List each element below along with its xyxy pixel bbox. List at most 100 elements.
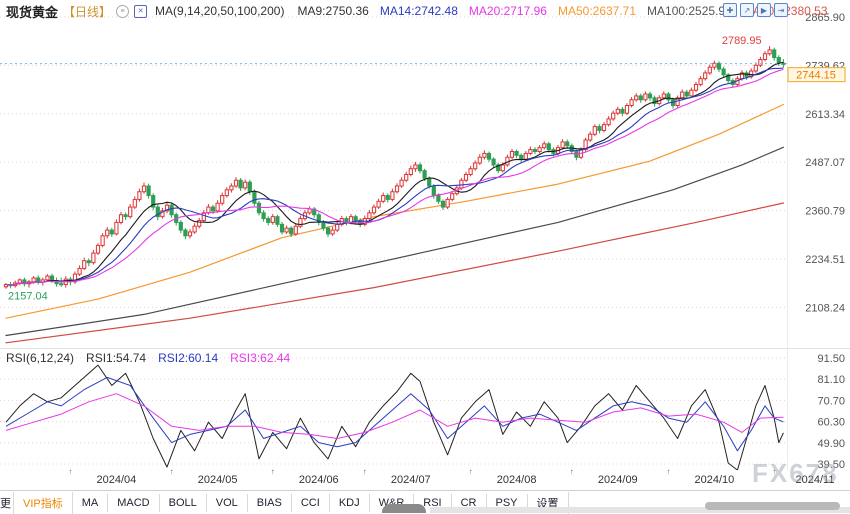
candle-body xyxy=(289,227,294,235)
candle-body xyxy=(583,139,588,151)
price-axis-label: 2613.34 xyxy=(805,109,845,121)
month-tick: ↑ xyxy=(569,467,574,476)
horizontal-scrollbar-track[interactable] xyxy=(430,507,850,513)
rsi-axis-label: 70.70 xyxy=(817,395,845,407)
rsi1-line xyxy=(5,364,784,470)
candle-body xyxy=(367,212,372,220)
pan-icon[interactable]: ✚ xyxy=(723,3,737,17)
rsi2-line xyxy=(5,376,784,452)
candle-body xyxy=(758,59,763,66)
rsi-title: RSI(6,12,24) xyxy=(6,351,75,365)
toolbar-item-boll[interactable]: BOLL xyxy=(160,493,207,512)
price-axis-label: 2234.51 xyxy=(805,254,845,266)
candle-body xyxy=(284,227,289,233)
candle-body xyxy=(624,105,630,114)
candle-body xyxy=(546,143,551,151)
rsi-values: RSI1:54.74 RSI2:60.14 RSI3:62.44 xyxy=(86,351,290,365)
toolbar-item-vip[interactable]: VIP指标 xyxy=(14,491,73,514)
candle-body xyxy=(321,221,326,229)
candle-body xyxy=(417,164,423,172)
toolbar-item-cci[interactable]: CCI xyxy=(292,493,330,512)
candle-body xyxy=(252,191,257,204)
candle-body xyxy=(206,206,211,214)
candle-body xyxy=(192,225,197,233)
candle-body xyxy=(118,214,124,223)
toolbar-item-[interactable]: 设置 xyxy=(528,491,569,514)
x-axis-label: 2024/05 xyxy=(197,474,238,486)
toolbar-item-macd[interactable]: MACD xyxy=(108,493,160,512)
toolbar-item-ma[interactable]: MA xyxy=(73,493,109,512)
candle-body xyxy=(514,150,519,156)
candle-body xyxy=(72,273,78,283)
candle-body xyxy=(652,97,657,105)
candle-body xyxy=(155,206,160,218)
toolbar-item-[interactable]: 更 xyxy=(0,491,14,514)
timeframe-selector[interactable]: 【日线】 xyxy=(63,4,112,19)
candle-body xyxy=(473,162,478,170)
candle-body xyxy=(132,198,137,208)
candle-body xyxy=(335,223,340,231)
month-tick: ↑ xyxy=(772,467,777,476)
candle-body xyxy=(381,195,386,202)
toolbar-item-psy[interactable]: PSY xyxy=(487,493,528,512)
month-tick: ↑ xyxy=(468,467,473,476)
trend-icon[interactable]: ↗ xyxy=(740,3,754,17)
candle-body xyxy=(45,275,50,281)
rsi-indicator-chart[interactable]: 91.50 81.10 70.70 60.30 49.90 39.50 xyxy=(0,350,850,470)
period-high-label: 2789.95 xyxy=(722,35,762,47)
x-axis-label: 2024/07 xyxy=(390,474,431,486)
candle-body xyxy=(146,185,151,197)
candle-body xyxy=(114,221,119,235)
candle-body xyxy=(629,99,634,107)
candle-body xyxy=(31,277,36,283)
horizontal-scrollbar-thumb[interactable] xyxy=(705,502,840,510)
month-tick: ↑ xyxy=(362,467,367,476)
rsi-value: RSI2:60.14 xyxy=(158,351,219,365)
candle-body xyxy=(247,181,252,193)
candle-body xyxy=(183,229,188,237)
candle-body xyxy=(77,267,82,275)
watermark: FX678 xyxy=(752,458,839,488)
pane-divider xyxy=(0,348,850,349)
rsi-axis-label: 91.50 xyxy=(817,353,845,365)
toolbar-item-bias[interactable]: BIAS xyxy=(248,493,292,512)
ma200-line xyxy=(5,202,785,344)
collapse-icon[interactable]: ≡ xyxy=(116,4,130,18)
candle-body xyxy=(390,191,395,200)
candle-body xyxy=(105,229,110,237)
toolbar-item-rsi[interactable]: RSI xyxy=(414,493,452,512)
panel-drag-handle[interactable] xyxy=(382,504,426,513)
rsi-value: RSI3:62.44 xyxy=(230,351,291,365)
candle-body xyxy=(486,152,492,160)
playback-icon[interactable]: ▶ xyxy=(757,3,771,17)
candle-body xyxy=(187,231,193,237)
chart-settings-icon[interactable]: ✕ xyxy=(134,4,148,18)
candle-body xyxy=(436,195,441,202)
toolbar-item-kdj[interactable]: KDJ xyxy=(330,493,370,512)
month-tick: ↑ xyxy=(68,467,73,476)
candle-body xyxy=(137,191,142,200)
candle-body xyxy=(210,206,216,212)
x-axis-label: 2024/06 xyxy=(298,474,339,486)
ma14-line xyxy=(5,67,784,286)
candle-body xyxy=(3,283,9,288)
price-axis-label: 2360.79 xyxy=(805,206,845,218)
candle-body xyxy=(468,168,473,175)
candle-body xyxy=(266,218,271,223)
candle-body xyxy=(141,185,147,193)
main-price-chart[interactable]: 2865.902739.622613.342487.072360.792234.… xyxy=(0,10,850,350)
candle-body xyxy=(615,108,620,114)
x-axis-label: 2024/10 xyxy=(694,474,735,486)
toolbar-item-vol[interactable]: VOL xyxy=(207,493,248,512)
candle-body xyxy=(647,93,653,99)
candle-body xyxy=(749,70,754,78)
toolbar-item-cr[interactable]: CR xyxy=(452,493,487,512)
candle-body xyxy=(197,219,202,227)
price-axis-label: 2865.90 xyxy=(805,12,845,24)
candle-body xyxy=(611,112,616,120)
candle-body xyxy=(371,206,377,214)
jump-latest-icon[interactable]: ⇥ xyxy=(774,3,788,17)
candle-body xyxy=(233,179,239,187)
candle-body xyxy=(592,126,597,135)
ma-value: MA14:2742.48 xyxy=(379,4,458,18)
